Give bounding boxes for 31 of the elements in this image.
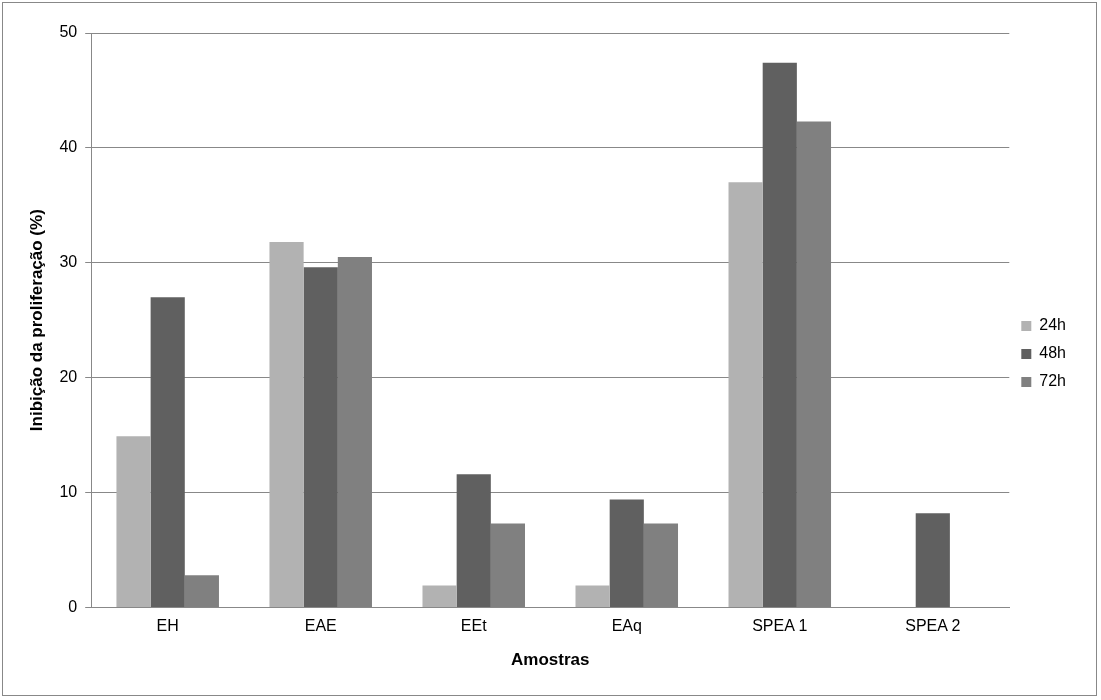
x-axis-title: Amostras	[511, 650, 590, 670]
bar	[762, 62, 797, 607]
bar	[150, 297, 185, 607]
y-tick-label: 10	[59, 482, 78, 500]
legend-label: 72h	[1039, 372, 1067, 390]
legend-label: 24h	[1039, 316, 1067, 334]
x-tick-label: SPEA 1	[752, 617, 808, 635]
y-tick-label: 20	[59, 368, 78, 386]
bar	[269, 242, 304, 607]
bar	[915, 513, 950, 607]
bar	[575, 585, 610, 607]
y-tick-label: 0	[68, 597, 78, 615]
bar	[303, 267, 338, 607]
x-tick-label: EEt	[460, 617, 488, 635]
y-tick-label: 50	[59, 23, 78, 41]
bar	[456, 474, 491, 607]
x-tick-label: EH	[156, 617, 179, 635]
x-tick-label: SPEA 2	[905, 617, 961, 635]
y-tick-label: 40	[59, 138, 78, 156]
bar	[728, 182, 763, 607]
bar	[490, 523, 525, 607]
x-tick-label: EAq	[611, 617, 642, 635]
legend-label: 48h	[1039, 344, 1067, 362]
bar	[609, 499, 644, 607]
bar	[643, 523, 679, 607]
bar	[184, 575, 219, 607]
bar	[116, 436, 151, 607]
bar	[422, 585, 457, 607]
y-axis-title: Inibição da proliferação (%)	[26, 209, 46, 432]
x-tick-label: EAE	[304, 617, 337, 635]
y-tick-label: 30	[59, 253, 78, 271]
